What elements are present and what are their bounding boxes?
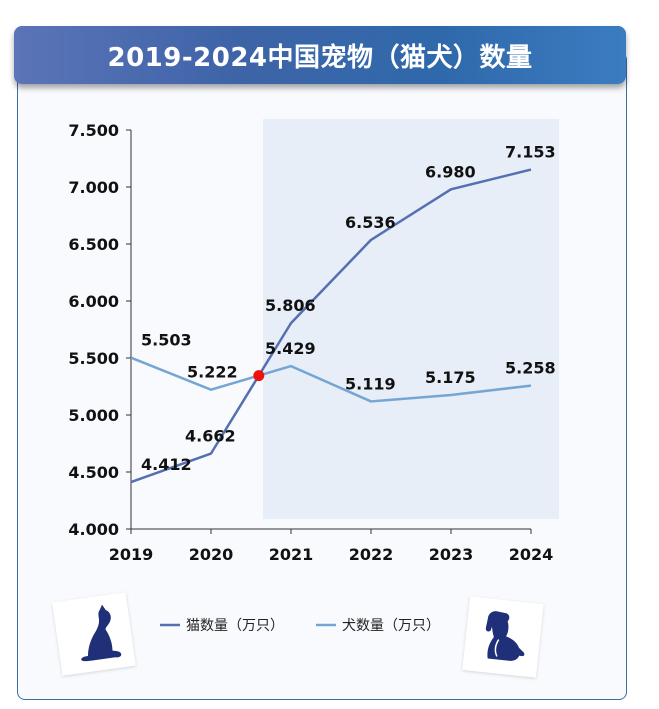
x-tick-label: 2020 [189,545,234,564]
crossing-marker [253,370,265,382]
y-tick-label: 4.000 [68,520,119,539]
y-tick-label: 7.000 [68,178,119,197]
y-tick-label: 4.500 [68,463,119,482]
x-tick-label: 2024 [509,545,554,564]
x-tick-label: 2022 [349,545,394,564]
cat-series-data-label: 4.412 [141,455,192,474]
y-tick-label: 5.500 [68,349,119,368]
cat-series-data-label: 4.662 [185,427,236,446]
cat-series-line [130,168,532,484]
cat-series-data-label: 5.806 [265,296,316,315]
x-tick-label: 2019 [109,545,154,564]
y-tick-label: 5.000 [68,406,119,425]
y-tick-label: 6.500 [68,235,119,254]
dog-icon-card [462,596,544,678]
dog-series-line [130,356,532,403]
dog-series-data-label: 5.119 [345,374,396,393]
dog-series-data-label: 5.222 [187,363,238,382]
legend-cat-label: 猫数量（万只） [186,618,284,634]
dog-series-data-label: 5.175 [425,368,476,387]
dog-series-data-label: 5.429 [265,339,316,358]
title-banner: 2019-2024中国宠物（猫犬）数量 [14,26,626,84]
x-tick-label: 2023 [429,545,474,564]
cat-series-data-label: 7.153 [505,143,556,162]
cat-series-data-label: 6.536 [345,213,396,232]
y-tick-label: 7.500 [68,121,119,140]
cat-icon-card [52,592,136,676]
dog-icon [485,611,525,661]
highlight-region [263,119,559,519]
legend-dog-label: 犬数量（万只） [342,618,440,634]
y-tick-label: 6.000 [68,292,119,311]
dog-series-data-label: 5.258 [505,359,556,378]
cat-series-data-label: 6.980 [425,162,476,181]
x-tick-label: 2021 [269,545,314,564]
cat-icon [81,604,122,662]
dog-series-data-label: 5.503 [141,331,192,350]
chart-title: 2019-2024中国宠物（猫犬）数量 [107,42,533,73]
